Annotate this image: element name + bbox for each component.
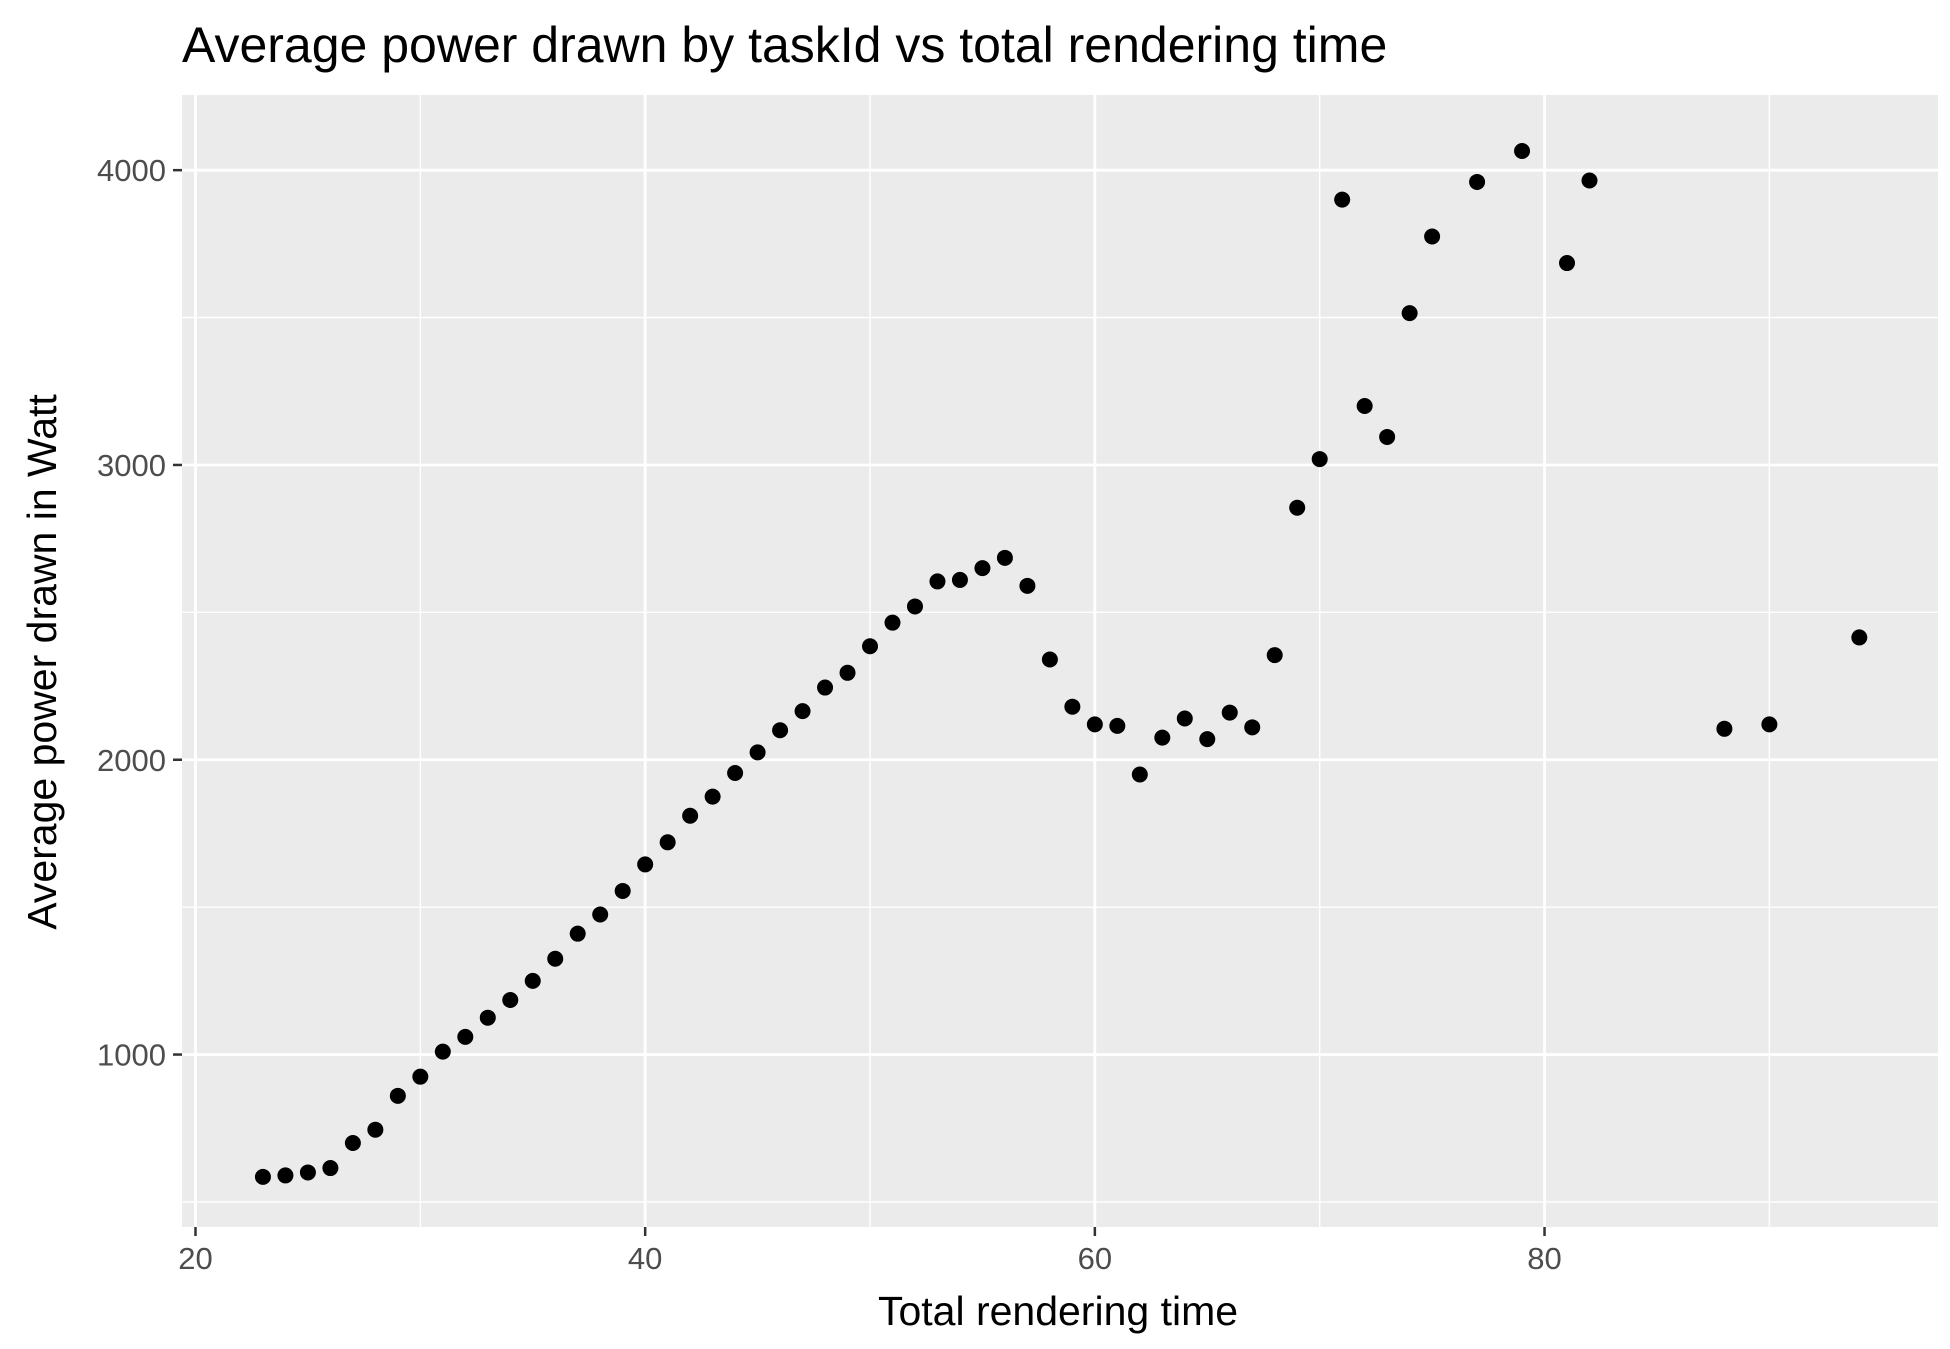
data-point: [862, 638, 879, 655]
data-point: [637, 856, 654, 873]
data-point: [1244, 719, 1261, 736]
plot-panel: [182, 95, 1938, 1227]
data-point: [1199, 731, 1216, 748]
data-point: [1289, 499, 1306, 516]
data-point: [1761, 716, 1778, 733]
y-tick-label: 2000: [97, 743, 166, 778]
data-point: [457, 1028, 474, 1045]
x-tick-label: 20: [178, 1241, 212, 1276]
y-axis-title: Average power drawn in Watt: [19, 394, 65, 930]
data-point: [727, 765, 744, 782]
data-point: [659, 834, 676, 851]
data-point: [929, 573, 946, 590]
data-point: [1559, 255, 1576, 272]
data-point: [322, 1160, 339, 1177]
data-point: [299, 1164, 316, 1181]
minor-gridlines: [182, 95, 1938, 1227]
x-tick-label: 40: [628, 1241, 662, 1276]
data-point: [884, 614, 901, 631]
data-point: [502, 992, 519, 1009]
data-point: [1581, 172, 1598, 189]
data-point: [1019, 577, 1036, 594]
data-point: [1064, 698, 1081, 715]
data-point: [592, 906, 609, 923]
y-axis: 1000 2000 3000 4000: [97, 153, 182, 1073]
data-point: [1356, 398, 1373, 415]
data-point: [1851, 629, 1868, 646]
data-point: [772, 722, 789, 739]
data-point: [277, 1167, 294, 1184]
data-point: [974, 560, 991, 577]
data-point: [1041, 651, 1058, 668]
data-point: [1154, 729, 1171, 746]
x-axis-title: Total rendering time: [878, 1288, 1238, 1334]
data-point: [704, 788, 721, 805]
x-tick-label: 80: [1527, 1241, 1561, 1276]
data-point: [839, 664, 856, 681]
data-point: [1131, 766, 1148, 783]
data-point: [1266, 647, 1283, 664]
data-point: [1176, 710, 1193, 727]
y-tick-label: 4000: [97, 153, 166, 188]
data-point: [1379, 428, 1396, 445]
data-point: [1401, 305, 1418, 322]
data-point: [389, 1087, 406, 1104]
data-point: [434, 1043, 451, 1060]
data-point: [906, 598, 923, 615]
data-point: [1424, 228, 1441, 245]
data-point: [569, 925, 586, 942]
y-tick-label: 3000: [97, 448, 166, 483]
x-axis: 20 40 60 80: [178, 1227, 1562, 1276]
data-point: [1221, 704, 1238, 721]
data-point: [614, 882, 631, 899]
data-point: [996, 549, 1013, 566]
data-points: [254, 143, 1868, 1185]
data-point: [817, 679, 834, 696]
major-gridlines: [182, 95, 1938, 1227]
data-point: [951, 571, 968, 588]
data-point: [794, 703, 811, 720]
data-point: [682, 807, 699, 824]
data-point: [1334, 191, 1351, 208]
data-point: [1086, 716, 1103, 733]
data-point: [344, 1134, 361, 1151]
y-tick-label: 1000: [97, 1038, 166, 1073]
data-point: [524, 972, 541, 989]
data-point: [412, 1068, 429, 1085]
data-point: [1716, 720, 1733, 737]
data-point: [1469, 173, 1486, 190]
data-point: [367, 1121, 384, 1138]
data-point: [479, 1009, 496, 1026]
data-point: [1109, 717, 1126, 734]
chart-title: Average power drawn by taskId vs total r…: [182, 17, 1387, 73]
data-point: [547, 950, 564, 967]
x-tick-label: 60: [1078, 1241, 1112, 1276]
data-point: [749, 744, 766, 761]
data-point: [1514, 143, 1531, 160]
data-point: [1311, 451, 1328, 468]
data-point: [254, 1168, 271, 1185]
